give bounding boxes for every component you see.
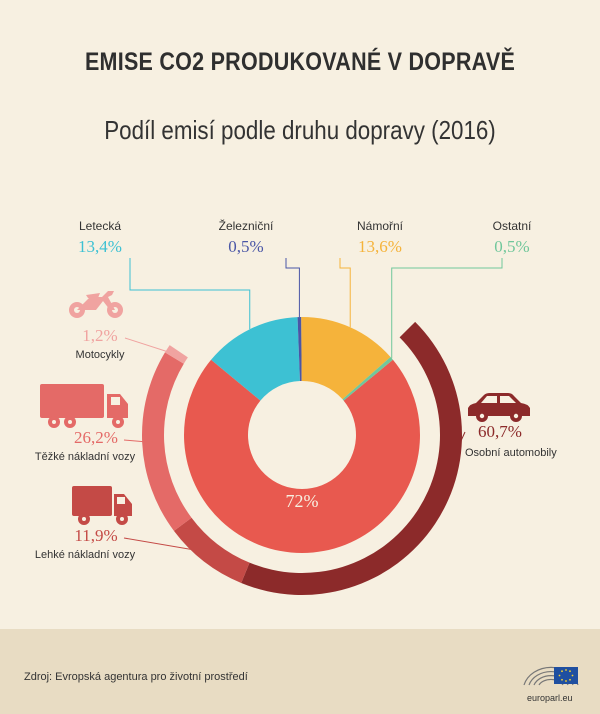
label-osobni-automobily: Osobní automobily (465, 447, 557, 459)
value-lehke-nakladni-vozy: 11,9% (74, 526, 117, 545)
leader-line-namorni (339, 258, 351, 328)
donut-slice-letecka (211, 317, 300, 401)
label-tezke-nakladni-vozy: Těžké nákladní vozy (35, 451, 136, 463)
transport-mode-donut (183, 317, 420, 553)
label-ostatni: Ostatní (493, 219, 532, 233)
ring-slice-osobni-automobily (241, 321, 463, 596)
donut-slice-namorni (301, 317, 391, 400)
value-osobni-automobily: 60,7% (478, 422, 522, 441)
site-name: europarl.eu (527, 693, 573, 703)
motorcycle-icon (69, 291, 123, 318)
european-parliament-logo (523, 666, 579, 686)
leader-line-tezke-nakladni-vozy (123, 439, 154, 443)
ring-slice-tezke-nakladni-vozy (142, 352, 192, 531)
label-namorni: Námořní (357, 219, 404, 233)
donut-slice-ostatni (342, 356, 393, 401)
footer: Zdroj: Evropská agentura pro životní pro… (0, 629, 600, 714)
ring-slice-lehke-nakladni-vozy (173, 517, 250, 583)
emissions-chart: Letecká 13,4% Železniční 0,5% Námořní 13,6% Os… (35, 218, 557, 596)
label-letecka: Letecká (79, 219, 121, 233)
leader-line-letecka (129, 258, 251, 330)
page-title: EMISE CO2 PRODUKOVANÉ V DOPRAVĚ (84, 48, 516, 76)
value-zeleznicni: 0,5% (228, 237, 263, 256)
value-motocykly: 1,2% (82, 326, 117, 345)
label-motocykly: Motocykly (76, 349, 125, 361)
label-lehke-nakladni-vozy: Lehké nákladní vozy (35, 549, 136, 561)
leader-line-zeleznicni (285, 258, 300, 318)
donut-slice-zeleznicni (297, 317, 302, 382)
label-silnicni: Silniční (283, 473, 322, 487)
source-note: Zdroj: Evropská agentura pro životní pro… (24, 671, 248, 683)
leader-line-motocykly (124, 337, 177, 356)
leader-line-ostatni (391, 258, 503, 359)
value-tezke-nakladni-vozy: 26,2% (74, 428, 118, 447)
page-subtitle: Podíl emisí podle druhu dopravy (2016) (104, 115, 496, 145)
leader-line-lehke-nakladni-vozy (123, 537, 211, 554)
van-icon (72, 486, 132, 525)
donut-slice-silnicni (183, 359, 420, 553)
chart-labels: Letecká 13,4% Železniční 0,5% Námořní 13,6% Os… (35, 218, 557, 561)
leader-lines (123, 258, 503, 554)
car-icon (468, 393, 530, 422)
value-ostatni: 0,5% (494, 237, 529, 256)
truck-icon (40, 384, 128, 428)
label-zeleznicni: Železniční (219, 218, 274, 233)
value-silnicni: 72% (286, 491, 319, 511)
leader-line-osobni-automobily (425, 431, 466, 518)
value-namorni: 13,6% (358, 237, 402, 256)
value-letecka: 13,4% (78, 237, 122, 256)
